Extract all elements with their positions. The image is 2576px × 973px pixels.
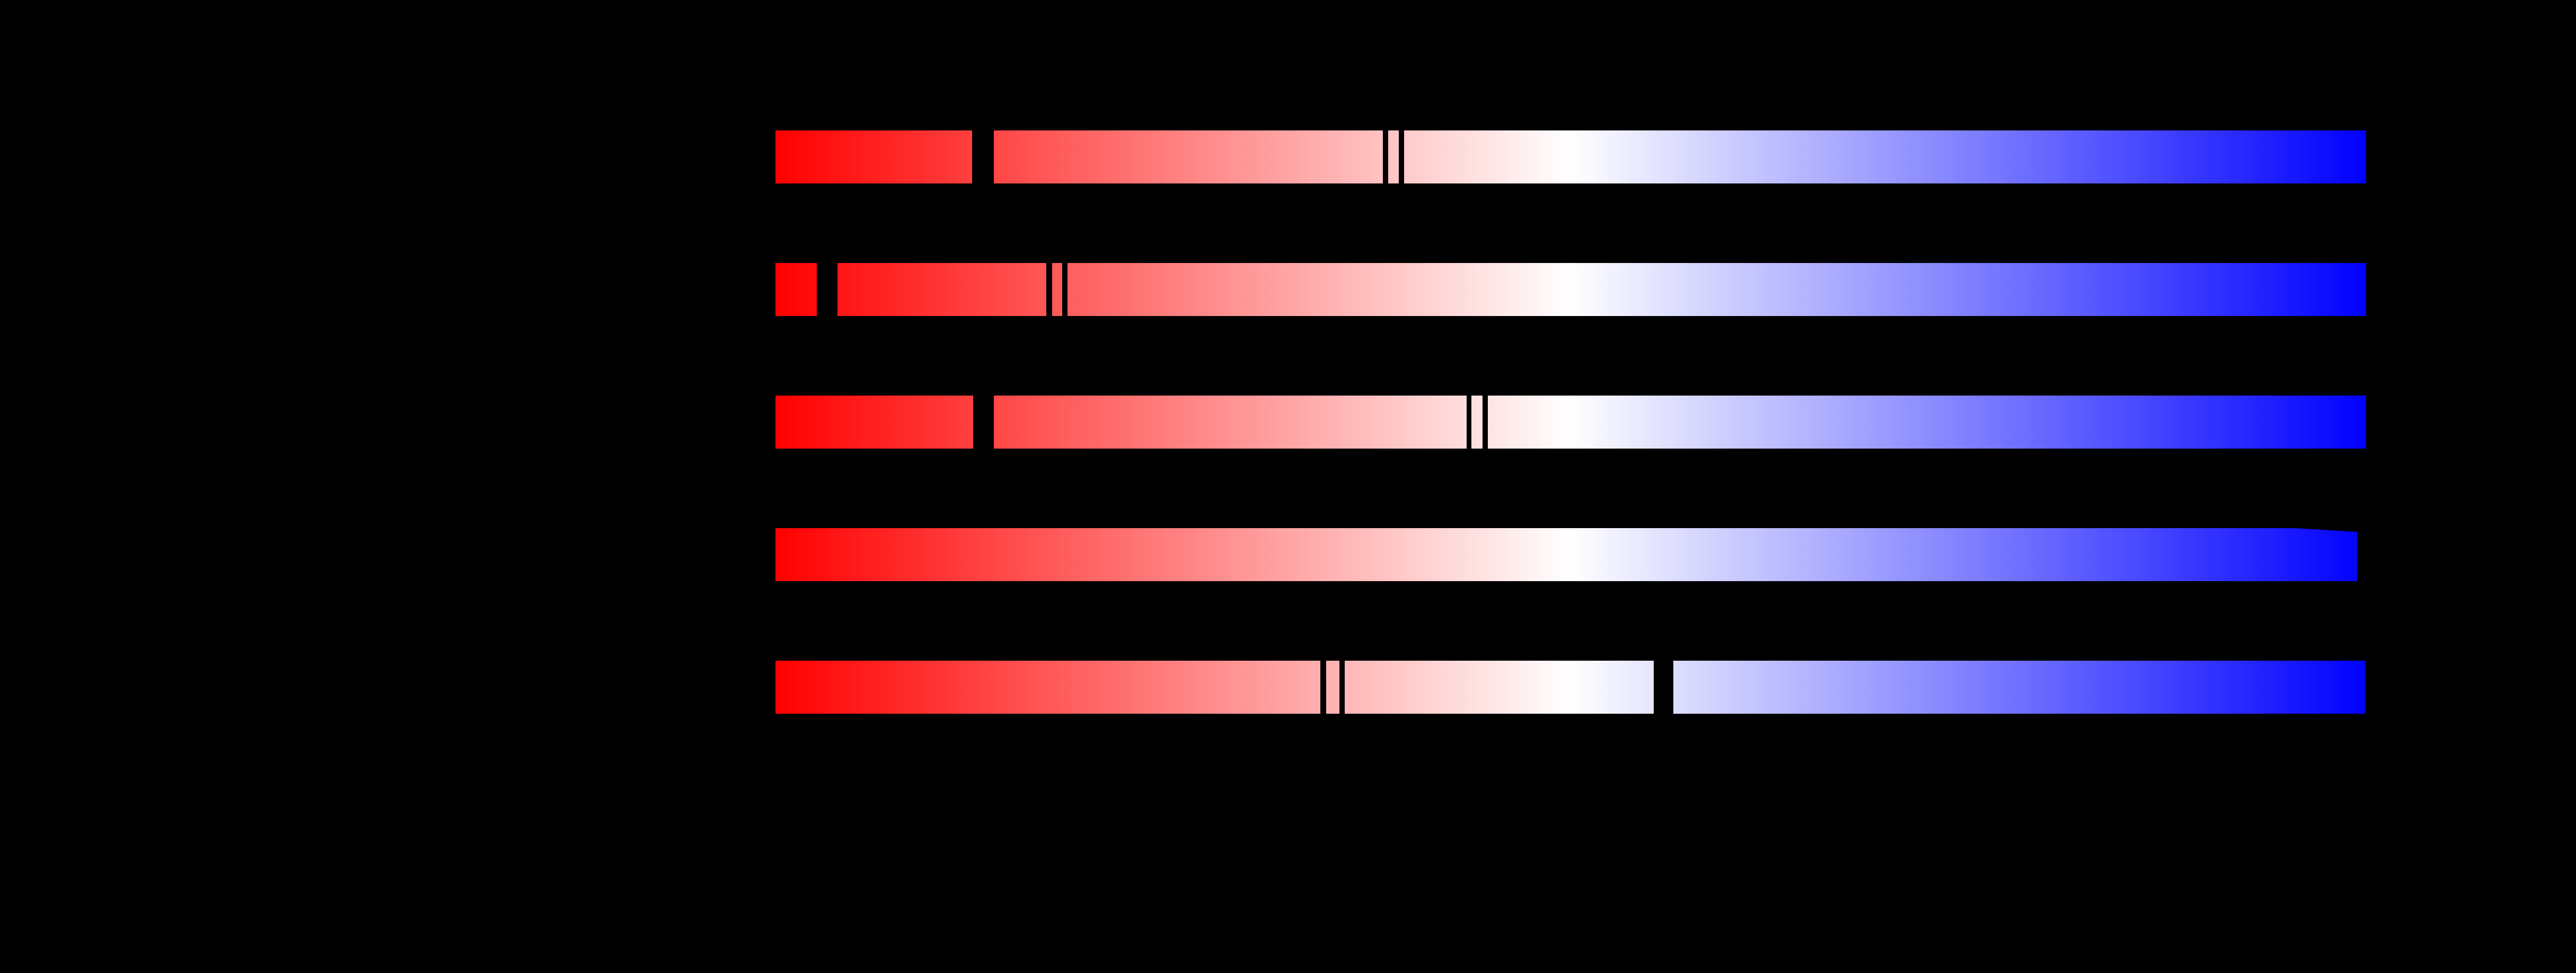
- bar-separator: [1399, 130, 1404, 183]
- bar-separator: [1062, 263, 1068, 316]
- bar-separator: [1320, 661, 1326, 714]
- bar-separator: [972, 130, 994, 183]
- bar-separator: [1654, 661, 1673, 714]
- bar-separator: [1046, 263, 1052, 316]
- gradient-bar-1: [775, 130, 2366, 183]
- gradient-bar-2: [775, 263, 2366, 316]
- bar-separator: [1383, 130, 1388, 183]
- bar-separator: [817, 263, 837, 316]
- bar-separator: [1467, 396, 1471, 449]
- gradient-bar-3: [775, 396, 2366, 449]
- gradient-bar-5: [775, 661, 2365, 714]
- bar-separator: [1483, 396, 1488, 449]
- bar-separator: [973, 396, 994, 449]
- bar-separator: [1339, 661, 1345, 714]
- gradient-bar-4: [775, 528, 2357, 581]
